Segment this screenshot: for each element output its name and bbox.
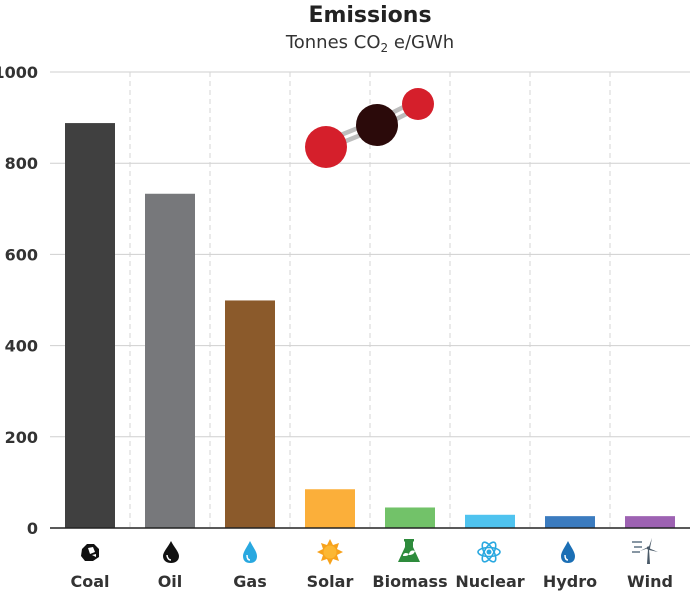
category-label-coal: Coal — [70, 572, 109, 591]
category-label-oil: Oil — [158, 572, 183, 591]
bar-biomass — [385, 507, 435, 528]
category-label-biomass: Biomass — [372, 572, 447, 591]
category-icons — [81, 538, 658, 565]
sun-icon — [317, 539, 343, 565]
subtitle-prefix: Tonnes CO — [285, 32, 381, 53]
y-tick-label: 1000 — [0, 63, 38, 82]
bar-nuclear — [465, 514, 515, 528]
bar-coal — [65, 123, 115, 529]
oil-drop-icon — [163, 541, 179, 563]
y-tick-label: 200 — [5, 428, 38, 447]
chart-title: Emissions — [308, 3, 431, 28]
chart-subtitle: Tonnes CO2 e/GWh — [285, 32, 454, 55]
category-label-gas: Gas — [233, 572, 266, 591]
y-axis-ticks: 0 200 400 600 800 1000 — [0, 63, 38, 538]
bar-solar — [305, 489, 355, 528]
coal-icon — [81, 544, 99, 561]
water-drop-icon — [561, 541, 575, 563]
category-label-solar: Solar — [307, 572, 354, 591]
bar-gas — [225, 300, 275, 528]
bar-wind — [625, 516, 675, 528]
bars — [65, 123, 675, 529]
wind-turbine-icon — [632, 538, 658, 564]
bar-hydro — [545, 516, 595, 528]
y-tick-label: 600 — [5, 245, 38, 264]
category-label-nuclear: Nuclear — [455, 572, 524, 591]
y-tick-label: 400 — [5, 337, 38, 356]
gas-drop-icon — [243, 541, 257, 563]
y-tick-label: 0 — [27, 519, 38, 538]
category-label-wind: Wind — [627, 572, 673, 591]
category-label-hydro: Hydro — [543, 572, 597, 591]
subtitle-suffix: e/GWh — [388, 32, 454, 53]
atom-icon — [477, 541, 501, 563]
subtitle-subscript: 2 — [381, 41, 389, 55]
co2-molecule-icon — [305, 88, 434, 168]
category-labels: Coal Oil Gas Solar Biomass Nuclear Hydro Wind — [70, 572, 673, 591]
biomass-flask-icon — [398, 539, 420, 562]
y-tick-label: 800 — [5, 154, 38, 173]
bar-oil — [145, 193, 195, 528]
